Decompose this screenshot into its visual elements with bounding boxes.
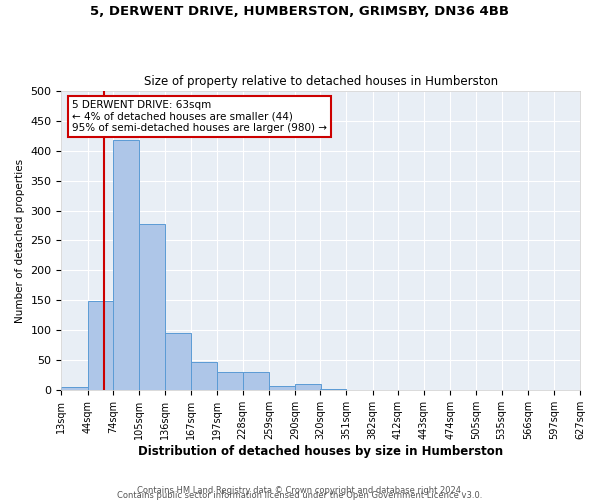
Y-axis label: Number of detached properties: Number of detached properties bbox=[15, 158, 25, 322]
Text: Contains public sector information licensed under the Open Government Licence v3: Contains public sector information licen… bbox=[118, 490, 482, 500]
Bar bbox=[88, 302, 113, 390]
Bar bbox=[191, 362, 217, 390]
Bar bbox=[217, 372, 243, 390]
Text: 5, DERWENT DRIVE, HUMBERSTON, GRIMSBY, DN36 4BB: 5, DERWENT DRIVE, HUMBERSTON, GRIMSBY, D… bbox=[91, 5, 509, 18]
Bar bbox=[113, 140, 139, 390]
Bar bbox=[295, 384, 321, 390]
Text: 5 DERWENT DRIVE: 63sqm
← 4% of detached houses are smaller (44)
95% of semi-deta: 5 DERWENT DRIVE: 63sqm ← 4% of detached … bbox=[72, 100, 327, 133]
X-axis label: Distribution of detached houses by size in Humberston: Distribution of detached houses by size … bbox=[138, 444, 503, 458]
Text: Contains HM Land Registry data © Crown copyright and database right 2024.: Contains HM Land Registry data © Crown c… bbox=[137, 486, 463, 495]
Title: Size of property relative to detached houses in Humberston: Size of property relative to detached ho… bbox=[143, 76, 498, 88]
Bar bbox=[61, 387, 88, 390]
Bar bbox=[269, 386, 295, 390]
Bar bbox=[139, 224, 165, 390]
Bar bbox=[165, 333, 191, 390]
Bar bbox=[320, 389, 346, 390]
Bar bbox=[243, 372, 269, 390]
